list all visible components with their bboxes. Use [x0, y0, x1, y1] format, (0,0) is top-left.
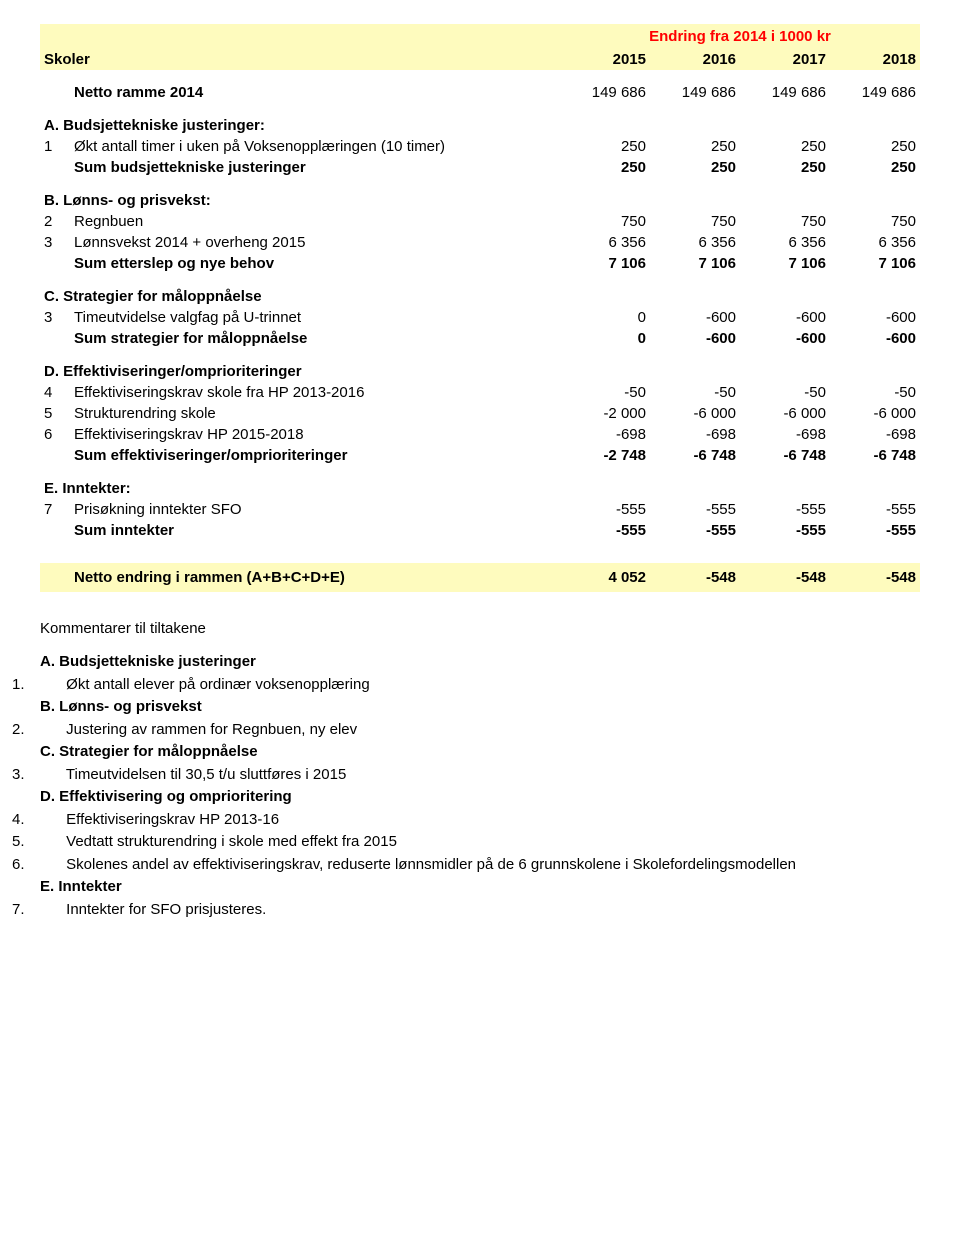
comment-text: Effektiviseringskrav HP 2013-16: [62, 811, 279, 828]
comment-text: Justering av rammen for Regnbuen, ny ele…: [62, 721, 357, 738]
section-e-heading: E. Inntekter:: [40, 466, 920, 499]
section-d-heading-row: D. Effektiviseringer/omprioriteringer: [40, 349, 920, 382]
section-b-sum: Sum etterslep og nye behov 7 106 7 106 7…: [40, 253, 920, 274]
header-row: Skoler 2015 2016 2017 2018: [40, 49, 920, 70]
section-d-row-1: 5 Strukturendring skole -2 000 -6 000 -6…: [40, 403, 920, 424]
comment-index: 4.: [40, 809, 62, 832]
comment-text: Skolenes andel av effektiviseringskrav, …: [62, 856, 796, 873]
netto-endring-label: Netto endring i rammen (A+B+C+D+E): [70, 563, 560, 592]
header-overline-row: Endring fra 2014 i 1000 kr: [40, 24, 920, 49]
section-b-row-1: 3 Lønnsvekst 2014 + overheng 2015 6 356 …: [40, 232, 920, 253]
section-e-heading-row: E. Inntekter:: [40, 466, 920, 499]
section-d-row-0: 4 Effektiviseringskrav skole fra HP 2013…: [40, 382, 920, 403]
comments-block: A. Budsjettekniske justeringer1. Økt ant…: [40, 651, 920, 921]
comment-line: A. Budsjettekniske justeringer: [40, 651, 920, 674]
netto-ramme-v3: 149 686: [830, 70, 920, 103]
section-b-heading-row: B. Lønns- og prisvekst:: [40, 178, 920, 211]
section-e-sum: Sum inntekter -555 -555 -555 -555: [40, 520, 920, 541]
comment-text: Vedtatt strukturendring i skole med effe…: [62, 833, 397, 850]
header-year-0: 2015: [560, 49, 650, 70]
header-year-2: 2017: [740, 49, 830, 70]
comment-line: 2. Justering av rammen for Regnbuen, ny …: [40, 719, 920, 742]
section-d-sum: Sum effektiviseringer/omprioriteringer -…: [40, 445, 920, 466]
section-b-heading: B. Lønns- og prisvekst:: [40, 178, 920, 211]
comment-index: 2.: [40, 719, 62, 742]
section-c-heading: C. Strategier for måloppnåelse: [40, 274, 920, 307]
comment-index: 7.: [40, 899, 62, 922]
section-e-row-0: 7 Prisøkning inntekter SFO -555 -555 -55…: [40, 499, 920, 520]
section-a-sum: Sum budsjettekniske justeringer 250 250 …: [40, 157, 920, 178]
netto-ramme-label: Netto ramme 2014: [70, 70, 560, 103]
section-c-sum: Sum strategier for måloppnåelse 0 -600 -…: [40, 328, 920, 349]
comment-line: C. Strategier for måloppnåelse: [40, 741, 920, 764]
comment-index: 5.: [40, 831, 62, 854]
header-year-1: 2016: [650, 49, 740, 70]
section-b-row-0: 2 Regnbuen 750 750 750 750: [40, 211, 920, 232]
comment-line: D. Effektivisering og omprioritering: [40, 786, 920, 809]
comment-line: 5. Vedtatt strukturendring i skole med e…: [40, 831, 920, 854]
comment-line: 3. Timeutvidelsen til 30,5 t/u sluttføre…: [40, 764, 920, 787]
comment-line: 1. Økt antall elever på ordinær voksenop…: [40, 674, 920, 697]
comment-text: Timeutvidelsen til 30,5 t/u sluttføres i…: [62, 766, 346, 783]
header-overline: Endring fra 2014 i 1000 kr: [560, 24, 920, 49]
netto-ramme-v0: 149 686: [560, 70, 650, 103]
section-a-heading: A. Budsjettekniske justeringer:: [40, 103, 920, 136]
comment-index: 6.: [40, 854, 62, 877]
netto-endring-row: Netto endring i rammen (A+B+C+D+E) 4 052…: [40, 563, 920, 592]
section-c-heading-row: C. Strategier for måloppnåelse: [40, 274, 920, 307]
netto-ramme-v1: 149 686: [650, 70, 740, 103]
comments-title: Kommentarer til tiltakene: [40, 620, 920, 637]
netto-ramme-v2: 149 686: [740, 70, 830, 103]
section-c-row-0: 3 Timeutvidelse valgfag på U-trinnet 0 -…: [40, 307, 920, 328]
comment-index: 3.: [40, 764, 62, 787]
comment-text: Inntekter for SFO prisjusteres.: [62, 901, 266, 918]
header-title: Skoler: [40, 49, 560, 70]
section-d-row-2: 6 Effektiviseringskrav HP 2015-2018 -698…: [40, 424, 920, 445]
budget-table: Endring fra 2014 i 1000 kr Skoler 2015 2…: [40, 24, 920, 592]
comment-line: 6. Skolenes andel av effektiviseringskra…: [40, 854, 920, 877]
comment-index: 1.: [40, 674, 62, 697]
section-a-row-0: 1 Økt antall timer i uken på Voksenopplæ…: [40, 136, 920, 157]
netto-ramme-row: Netto ramme 2014 149 686 149 686 149 686…: [40, 70, 920, 103]
comment-line: 4. Effektiviseringskrav HP 2013-16: [40, 809, 920, 832]
comment-text: Økt antall elever på ordinær voksenopplæ…: [62, 676, 370, 693]
header-year-3: 2018: [830, 49, 920, 70]
comment-line: 7. Inntekter for SFO prisjusteres.: [40, 899, 920, 922]
comment-line: B. Lønns- og prisvekst: [40, 696, 920, 719]
section-d-heading: D. Effektiviseringer/omprioriteringer: [40, 349, 920, 382]
section-a-heading-row: A. Budsjettekniske justeringer:: [40, 103, 920, 136]
comment-line: E. Inntekter: [40, 876, 920, 899]
